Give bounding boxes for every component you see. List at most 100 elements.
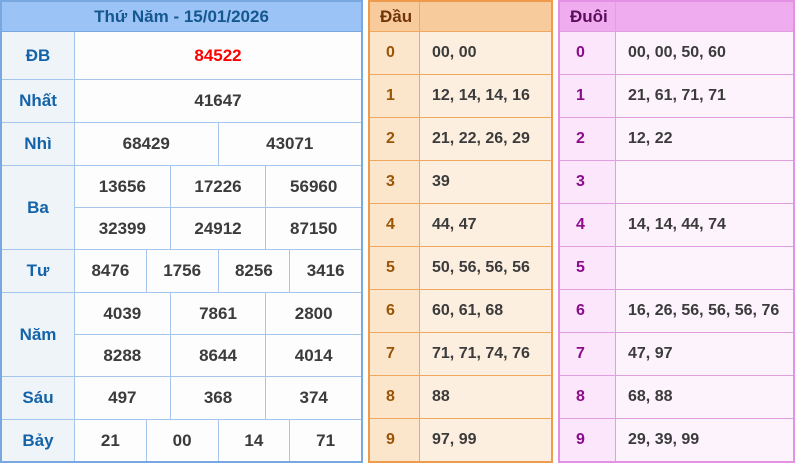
- prize-label: Năm: [2, 293, 74, 376]
- prize-number: 1756: [145, 250, 218, 292]
- dau-row: 6 60, 61, 68: [370, 289, 551, 332]
- dau-table: Đầu 0 00, 00 1 12, 14, 14, 16 2 21, 22, 26,…: [368, 0, 553, 463]
- dau-row: 1 12, 14, 14, 16: [370, 74, 551, 117]
- prize-row-tu: Tư 8476 1756 8256 3416: [2, 249, 361, 292]
- dau-digit: 7: [370, 333, 419, 375]
- duoi-values: 12, 22: [615, 118, 793, 160]
- duoi-digit: 4: [560, 204, 615, 246]
- prize-label: Tư: [2, 250, 74, 292]
- duoi-values: [615, 161, 793, 203]
- duoi-digit: 2: [560, 118, 615, 160]
- prize-number: 21: [74, 420, 146, 461]
- dau-row: 5 50, 56, 56, 56: [370, 246, 551, 289]
- prize-number: 87150: [265, 208, 362, 249]
- duoi-digit: 5: [560, 247, 615, 289]
- duoi-values: [615, 247, 793, 289]
- dau-digit: 3: [370, 161, 419, 203]
- duoi-digit: 0: [560, 32, 615, 74]
- dau-digit: 1: [370, 75, 419, 117]
- prize-number: 497: [74, 377, 170, 419]
- duoi-row: 8 68, 88: [560, 375, 793, 418]
- dau-values: 71, 71, 74, 76: [419, 333, 551, 375]
- duoi-values: 21, 61, 71, 71: [615, 75, 793, 117]
- prize-number: 71: [289, 420, 361, 461]
- prize-label: Bảy: [2, 420, 74, 461]
- prize-label: Nhì: [2, 123, 74, 165]
- dau-values: 21, 22, 26, 29: [419, 118, 551, 160]
- dau-digit: 9: [370, 419, 419, 461]
- dau-values: 12, 14, 14, 16: [419, 75, 551, 117]
- duoi-values: 14, 14, 44, 74: [615, 204, 793, 246]
- dau-digit: 4: [370, 204, 419, 246]
- prize-row-db: ĐB 84522: [2, 32, 361, 79]
- dau-digit: 5: [370, 247, 419, 289]
- prize-number: 8476: [74, 250, 146, 292]
- prize-number: 32399: [74, 208, 170, 249]
- duoi-digit: 1: [560, 75, 615, 117]
- duoi-row: 6 16, 26, 56, 56, 56, 76: [560, 289, 793, 332]
- prize-number: 41647: [74, 80, 361, 122]
- duoi-values: 16, 26, 56, 56, 56, 76: [615, 290, 793, 332]
- duoi-values: 00, 00, 50, 60: [615, 32, 793, 74]
- prize-row-nhat: Nhất 41647: [2, 79, 361, 122]
- prize-label: Nhất: [2, 80, 74, 122]
- dau-values: 39: [419, 161, 551, 203]
- prize-number: 68429: [74, 123, 218, 165]
- prize-number: 8288: [74, 335, 170, 376]
- dau-values: 00, 00: [419, 32, 551, 74]
- prize-number: 24912: [169, 208, 266, 249]
- dau-values: 44, 47: [419, 204, 551, 246]
- duoi-row: 4 14, 14, 44, 74: [560, 203, 793, 246]
- results-date-title: Thứ Năm - 15/01/2026: [2, 2, 361, 32]
- prize-row-nam: Năm 4039 7861 2800 8288 8644 4014: [2, 292, 362, 376]
- duoi-row: 7 47, 97: [560, 332, 793, 375]
- prize-label: Ba: [2, 166, 74, 249]
- duoi-row: 0 00, 00, 50, 60: [560, 32, 793, 74]
- prize-number: 13656: [74, 166, 170, 207]
- prize-label: Sáu: [2, 377, 74, 419]
- dau-row: 2 21, 22, 26, 29: [370, 117, 551, 160]
- duoi-header-label: Đuôi: [570, 6, 608, 26]
- duoi-digit: 3: [560, 161, 615, 203]
- prize-number: 14: [217, 420, 290, 461]
- dau-digit: 8: [370, 376, 419, 418]
- prize-number: 43071: [217, 123, 361, 165]
- duoi-row: 2 12, 22: [560, 117, 793, 160]
- duoi-digit: 8: [560, 376, 615, 418]
- dau-table-header: Đầu: [370, 2, 551, 32]
- prize-number: 4014: [265, 335, 362, 376]
- prize-number: 4039: [74, 293, 170, 334]
- dau-digit: 0: [370, 32, 419, 74]
- prize-row-ba: Ba 13656 17226 56960 32399 24912 87150: [2, 165, 362, 249]
- prize-number: 374: [265, 377, 362, 419]
- duoi-table-header: Đuôi: [560, 2, 793, 32]
- dau-values: 50, 56, 56, 56: [419, 247, 551, 289]
- prize-number: 00: [145, 420, 218, 461]
- prize-number: 2800: [265, 293, 362, 334]
- results-table: Thứ Năm - 15/01/2026 ĐB 84522 Nhất 41647…: [0, 0, 363, 463]
- dau-row: 0 00, 00: [370, 32, 551, 74]
- duoi-row: 5: [560, 246, 793, 289]
- dau-row: 4 44, 47: [370, 203, 551, 246]
- prize-number: 8644: [169, 335, 266, 376]
- prize-label: ĐB: [2, 32, 74, 79]
- dau-values: 88: [419, 376, 551, 418]
- dau-row: 9 97, 99: [370, 418, 551, 461]
- prize-number-special: 84522: [74, 32, 361, 79]
- prize-number: 17226: [169, 166, 266, 207]
- dau-row: 7 71, 71, 74, 76: [370, 332, 551, 375]
- prize-row-bay: Bảy 21 00 14 71: [2, 419, 361, 461]
- duoi-digit: 7: [560, 333, 615, 375]
- prize-number: 3416: [289, 250, 361, 292]
- prize-number: 8256: [217, 250, 290, 292]
- duoi-row: 9 29, 39, 99: [560, 418, 793, 461]
- prize-row-nhi: Nhì 68429 43071: [2, 122, 361, 165]
- dau-row: 3 39: [370, 160, 551, 203]
- dau-digit: 2: [370, 118, 419, 160]
- prize-row-sau: Sáu 497 368 374: [2, 376, 362, 419]
- prize-number: 7861: [169, 293, 266, 334]
- duoi-digit: 6: [560, 290, 615, 332]
- dau-header-label: Đầu: [380, 6, 413, 26]
- prize-number: 56960: [265, 166, 362, 207]
